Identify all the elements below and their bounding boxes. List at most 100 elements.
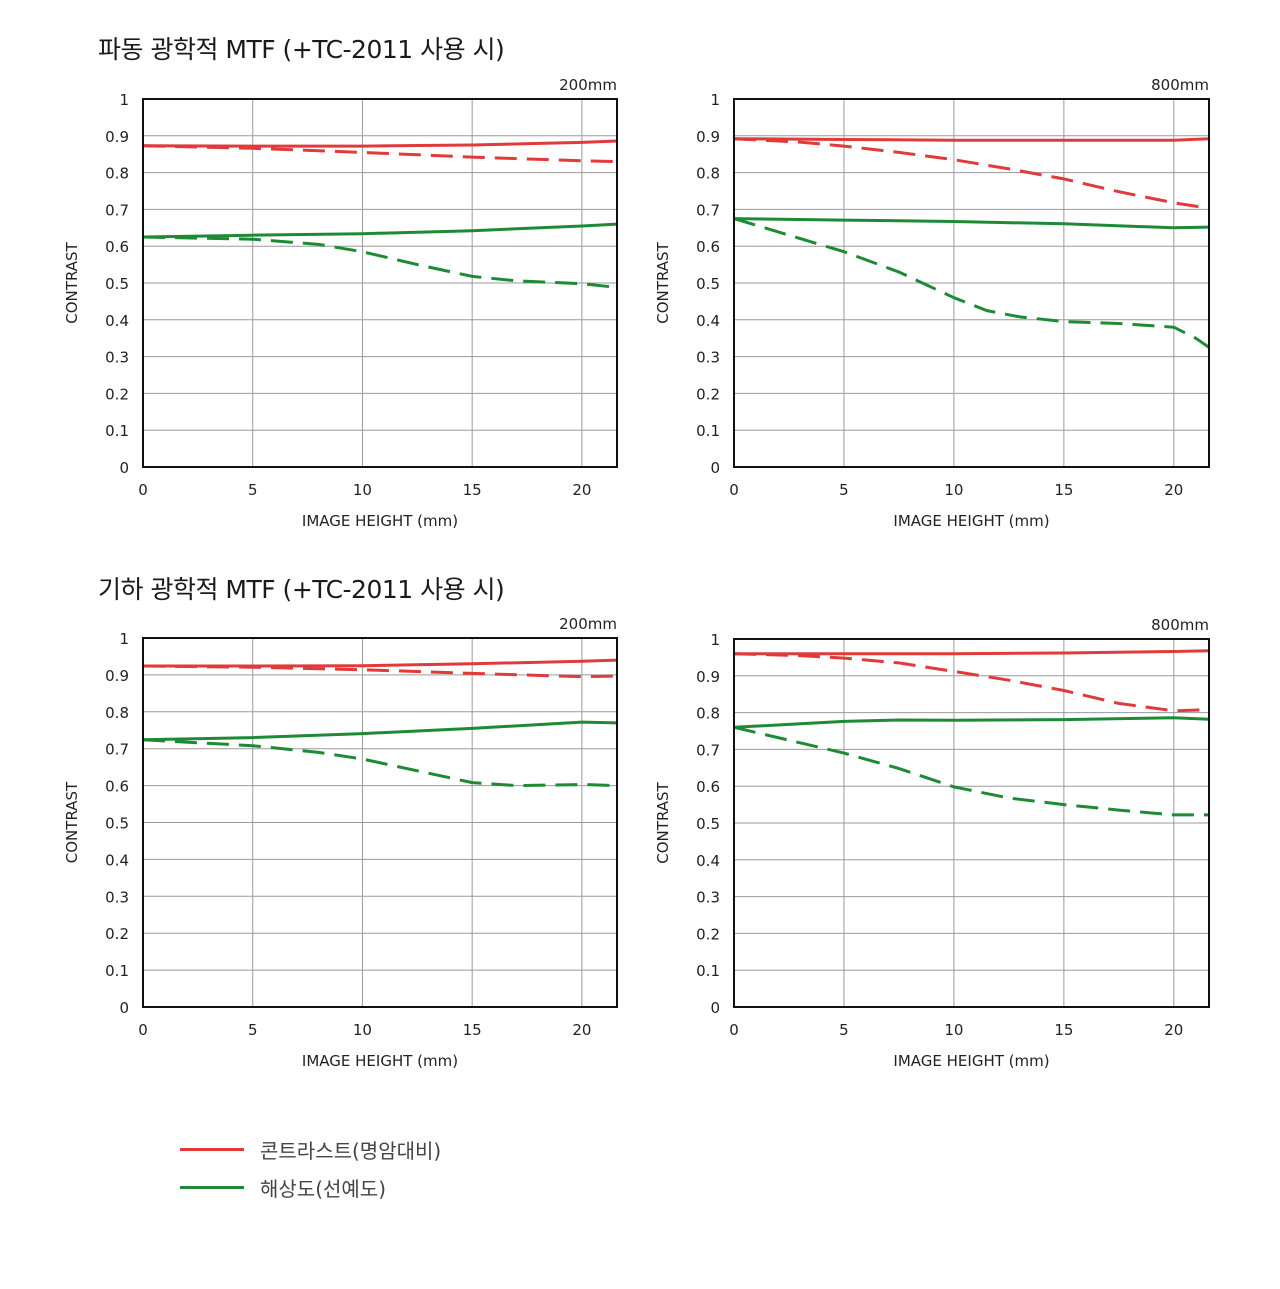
y-tick-label: 0.4 [105, 851, 129, 869]
y-tick-label: 1 [119, 91, 129, 109]
x-tick-label: 5 [839, 1021, 849, 1039]
x-tick-label: 10 [944, 1021, 963, 1039]
y-tick-label: 0.8 [696, 705, 720, 723]
x-tick-label: 0 [729, 1021, 739, 1039]
resolution-solid-line [142, 222, 618, 239]
contrast-solid-line [734, 649, 1210, 656]
legend-item-contrast: 콘트라스트(명암대비) [180, 1130, 441, 1168]
contrast-solid-line [143, 658, 618, 668]
contrast-dashed-line [733, 137, 1210, 210]
y-tick-label: 0.6 [696, 238, 720, 256]
y-tick-label: 0.5 [696, 815, 720, 833]
focal-length-label: 800mm [1151, 616, 1209, 634]
focal-length-label: 200mm [559, 76, 617, 94]
x-tick-label: 0 [138, 1021, 148, 1039]
plot-frame [142, 98, 618, 468]
y-tick-label: 0.4 [696, 312, 720, 330]
y-tick-label: 0.6 [105, 778, 129, 796]
y-tick-label: 0.2 [105, 385, 129, 403]
mtf-chart-1: 00.10.20.30.40.50.60.70.80.910 5 10 15 20200… [63, 76, 618, 530]
y-tick-label: 0.9 [105, 128, 129, 146]
x-axis-label: IMAGE HEIGHT (mm) [302, 1052, 458, 1070]
x-tick-label: 15 [1054, 1021, 1073, 1039]
plot-frame [733, 638, 1210, 1008]
y-tick-label: 0.2 [696, 385, 720, 403]
x-tick-label: 0 [729, 481, 739, 499]
y-tick-label: 1 [710, 631, 720, 649]
resolution-dashed-line [142, 235, 618, 289]
x-tick-label: 15 [1054, 481, 1073, 499]
y-tick-label: 0.8 [105, 165, 129, 183]
x-tick-label: 20 [572, 481, 591, 499]
y-tick-label: 0.9 [696, 668, 720, 686]
x-tick-label: 10 [353, 1021, 372, 1039]
contrast-solid-line [142, 139, 618, 148]
y-tick-label: 0.8 [696, 165, 720, 183]
y-tick-label: 0.7 [696, 201, 720, 219]
y-tick-label: 0.8 [105, 704, 129, 722]
legend-swatch-contrast [180, 1147, 244, 1151]
mtf-chart-2: 00.10.20.30.40.50.60.70.80.910 5 10 15 20800… [654, 76, 1210, 530]
y-tick-label: 0.2 [105, 925, 129, 943]
y-tick-label: 0.9 [696, 128, 720, 146]
x-axis-label: IMAGE HEIGHT (mm) [302, 512, 458, 530]
section-title-geometric-optical: 기하 광학적 MTF (+TC-2011 사용 시) [98, 575, 505, 604]
legend-item-resolution: 해상도(선예도) [180, 1168, 441, 1206]
y-axis-label: CONTRAST [63, 241, 81, 323]
y-tick-label: 0 [119, 459, 129, 477]
resolution-dashed-line [733, 725, 1209, 817]
y-tick-label: 0.5 [696, 275, 720, 293]
y-tick-label: 0.5 [105, 275, 129, 293]
legend-swatch-resolution [180, 1185, 244, 1189]
x-tick-label: 5 [839, 481, 849, 499]
y-tick-label: 0.3 [105, 349, 129, 367]
contrast-dashed-line [733, 652, 1210, 713]
y-tick-label: 0.9 [105, 667, 129, 685]
plot-frame [733, 98, 1210, 468]
y-tick-label: 0.7 [696, 741, 720, 759]
resolution-dashed-line [733, 217, 1210, 349]
x-tick-label: 5 [248, 481, 258, 499]
mtf-chart-4: 00.10.20.30.40.50.60.70.80.910 5 10 15 20800… [654, 616, 1210, 1070]
y-tick-label: 0.7 [105, 201, 129, 219]
y-tick-label: 0.6 [696, 778, 720, 796]
resolution-dashed-line [142, 738, 618, 788]
y-tick-label: 0.3 [105, 888, 129, 906]
legend: 콘트라스트(명암대비) 해상도(선예도) [180, 1130, 441, 1206]
y-tick-label: 0.1 [696, 422, 720, 440]
x-tick-label: 0 [138, 481, 148, 499]
resolution-solid-line [733, 217, 1210, 230]
y-tick-label: 0.5 [105, 815, 129, 833]
x-tick-label: 15 [463, 1021, 482, 1039]
y-tick-label: 0.1 [105, 422, 129, 440]
contrast-dashed-line [142, 144, 618, 164]
y-tick-label: 0.6 [105, 238, 129, 256]
focal-length-label: 200mm [559, 615, 617, 633]
x-axis-label: IMAGE HEIGHT (mm) [893, 512, 1049, 530]
x-tick-label: 20 [1164, 1021, 1183, 1039]
y-tick-label: 0.3 [696, 349, 720, 367]
x-tick-label: 20 [572, 1021, 591, 1039]
y-tick-label: 1 [710, 91, 720, 109]
resolution-solid-line [733, 716, 1210, 729]
y-axis-label: CONTRAST [654, 781, 672, 863]
x-tick-label: 20 [1164, 481, 1183, 499]
y-tick-label: 0.2 [696, 925, 720, 943]
mtf-chart-3: 00.10.20.30.40.50.60.70.80.910 5 10 15 20200… [63, 615, 618, 1070]
y-tick-label: 0.1 [105, 962, 129, 980]
focal-length-label: 800mm [1151, 76, 1209, 94]
legend-label-resolution: 해상도(선예도) [260, 1176, 387, 1201]
y-tick-label: 0.4 [105, 312, 129, 330]
contrast-solid-line [733, 137, 1210, 142]
y-tick-label: 0.1 [696, 962, 720, 980]
x-tick-label: 15 [463, 481, 482, 499]
y-tick-label: 1 [119, 630, 129, 648]
y-tick-label: 0.3 [696, 889, 720, 907]
y-tick-label: 0 [710, 999, 720, 1017]
x-tick-label: 10 [944, 481, 963, 499]
y-tick-label: 0.7 [105, 741, 129, 759]
x-tick-label: 5 [248, 1021, 258, 1039]
y-axis-label: CONTRAST [63, 781, 81, 863]
x-tick-label: 10 [353, 481, 372, 499]
